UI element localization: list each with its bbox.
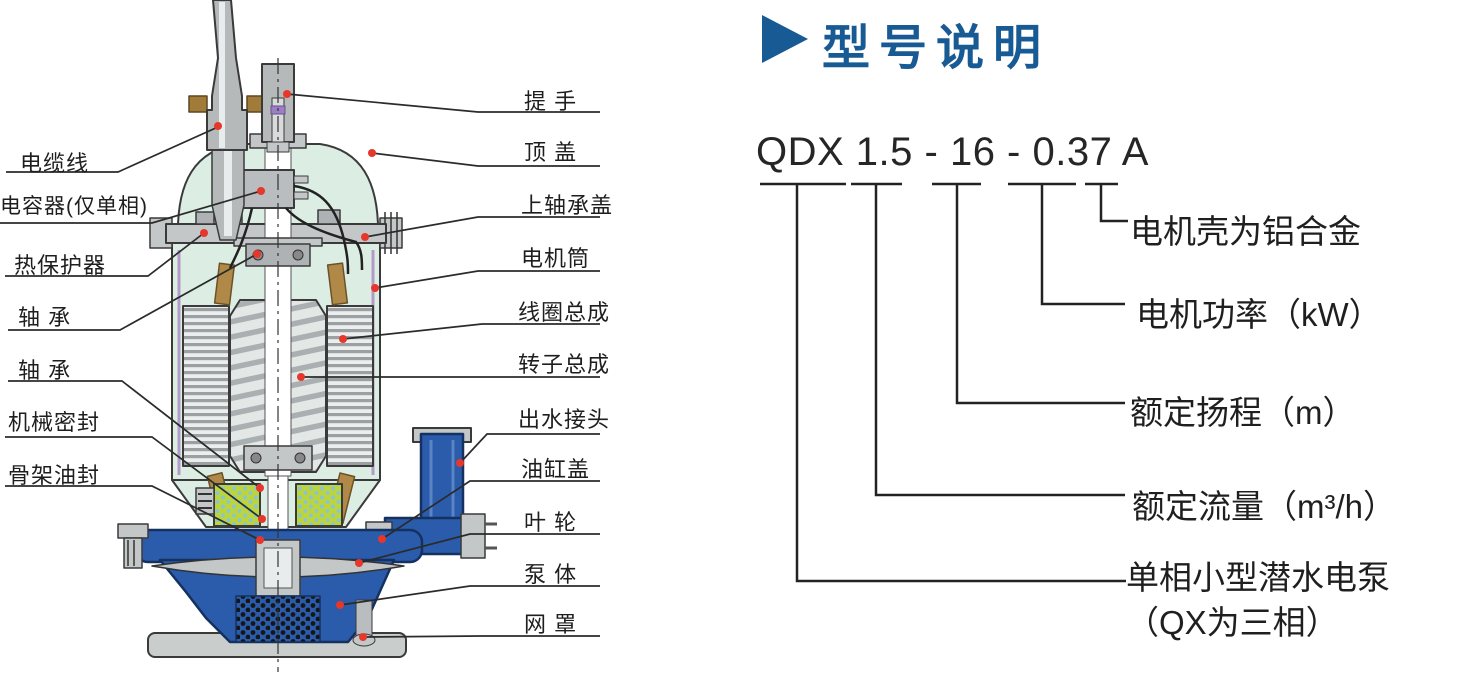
part-label-handle: 提 手 xyxy=(524,89,578,114)
meaning-rated-flow: 额定流量（m³/h） xyxy=(1132,488,1396,525)
part-label-upper-bearing-cover: 上轴承盖 xyxy=(521,193,614,218)
cable-entry xyxy=(188,0,266,241)
stator-coil-assembly xyxy=(182,305,374,467)
part-label-cable: 电缆线 xyxy=(20,151,90,176)
model-connector-lines xyxy=(760,182,1128,583)
part-label-bearing-lower: 轴 承 xyxy=(18,358,72,383)
part-label-coil-assembly: 线圈总成 xyxy=(518,300,611,325)
part-label-impeller: 叶 轮 xyxy=(524,510,578,535)
pump-body xyxy=(117,523,424,647)
model-code: QDX 1.5 - 16 - 0.37 A xyxy=(756,130,1149,174)
meaning-rated-head: 额定扬程（m） xyxy=(1130,394,1356,431)
part-label-outlet-connector: 出水接头 xyxy=(518,407,611,432)
part-label-capacitor: 电容器(仅单相) xyxy=(0,195,148,218)
meaning-pump-type: 单相小型潜水电泵 xyxy=(1126,559,1390,596)
pump-illustration xyxy=(117,0,497,672)
part-label-oil-chamber-cover: 油缸盖 xyxy=(521,457,591,482)
meaning-motor-shell: 电机壳为铝合金 xyxy=(1130,213,1361,250)
leader-lines xyxy=(0,93,600,638)
section-title: 型号说明 xyxy=(822,22,1051,75)
part-label-rotor-assembly: 转子总成 xyxy=(518,352,611,377)
section-marker-icon xyxy=(762,15,808,63)
part-label-top-cover: 顶 盖 xyxy=(524,140,578,165)
part-label-bearing-upper: 轴 承 xyxy=(18,305,72,330)
part-label-pump-body: 泵 体 xyxy=(524,562,578,587)
part-label-mechanical-seal: 机械密封 xyxy=(8,410,101,435)
callout-dots xyxy=(200,90,464,641)
meaning-pump-type-note: （QX为三相） xyxy=(1126,604,1339,641)
part-label-mesh-cover: 网 罩 xyxy=(524,612,578,637)
part-label-oil-seal: 骨架油封 xyxy=(8,463,101,488)
oil-chamber xyxy=(195,483,343,527)
part-label-motor-housing: 电机筒 xyxy=(521,246,591,271)
meaning-motor-power: 电机功率（kW） xyxy=(1136,296,1382,333)
part-label-thermal-protector: 热保护器 xyxy=(14,253,107,278)
